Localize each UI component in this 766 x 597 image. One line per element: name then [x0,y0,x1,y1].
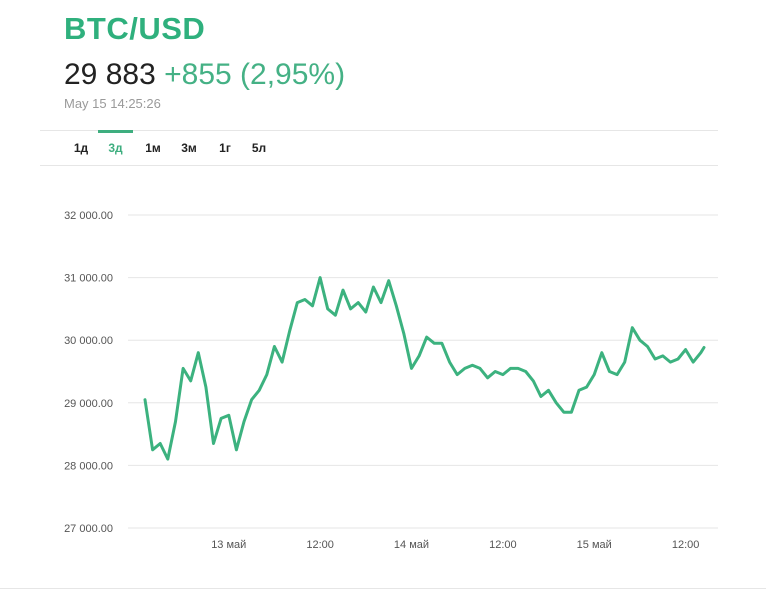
tab-5y[interactable]: 5л [251,141,267,155]
y-tick-label: 27 000.00 [64,523,113,535]
x-tick-label: 12:00 [672,539,700,551]
current-price: 29 883 [64,58,156,91]
tab-1m[interactable]: 1м [145,141,161,155]
y-tick-label: 32 000.00 [64,210,113,222]
y-tick-label: 29 000.00 [64,398,113,410]
tab-3d[interactable]: 3д [98,130,133,165]
y-tick-label: 28 000.00 [64,460,113,472]
bottom-divider [0,588,766,589]
tab-1y[interactable]: 1г [219,141,231,155]
quote-timestamp: May 15 14:25:26 [64,96,161,111]
price-quote: 29 883 +855 (2,95%) [64,60,345,90]
x-tick-label: 14 май [394,539,429,551]
x-tick-label: 12:00 [489,539,517,551]
period-tabs: 1д 3д 1м 3м 1г 5л [40,130,718,166]
price-change: +855 (2,95%) [164,58,346,91]
tab-3m[interactable]: 3м [181,141,197,155]
tab-1d[interactable]: 1д [73,141,89,155]
x-tick-label: 13 май [211,539,246,551]
y-tick-label: 30 000.00 [64,335,113,347]
x-tick-label: 12:00 [306,539,334,551]
x-tick-label: 15 май [577,539,612,551]
ticker-title: BTC/USD [64,11,206,46]
y-tick-label: 31 000.00 [64,273,113,285]
price-line [143,276,706,461]
